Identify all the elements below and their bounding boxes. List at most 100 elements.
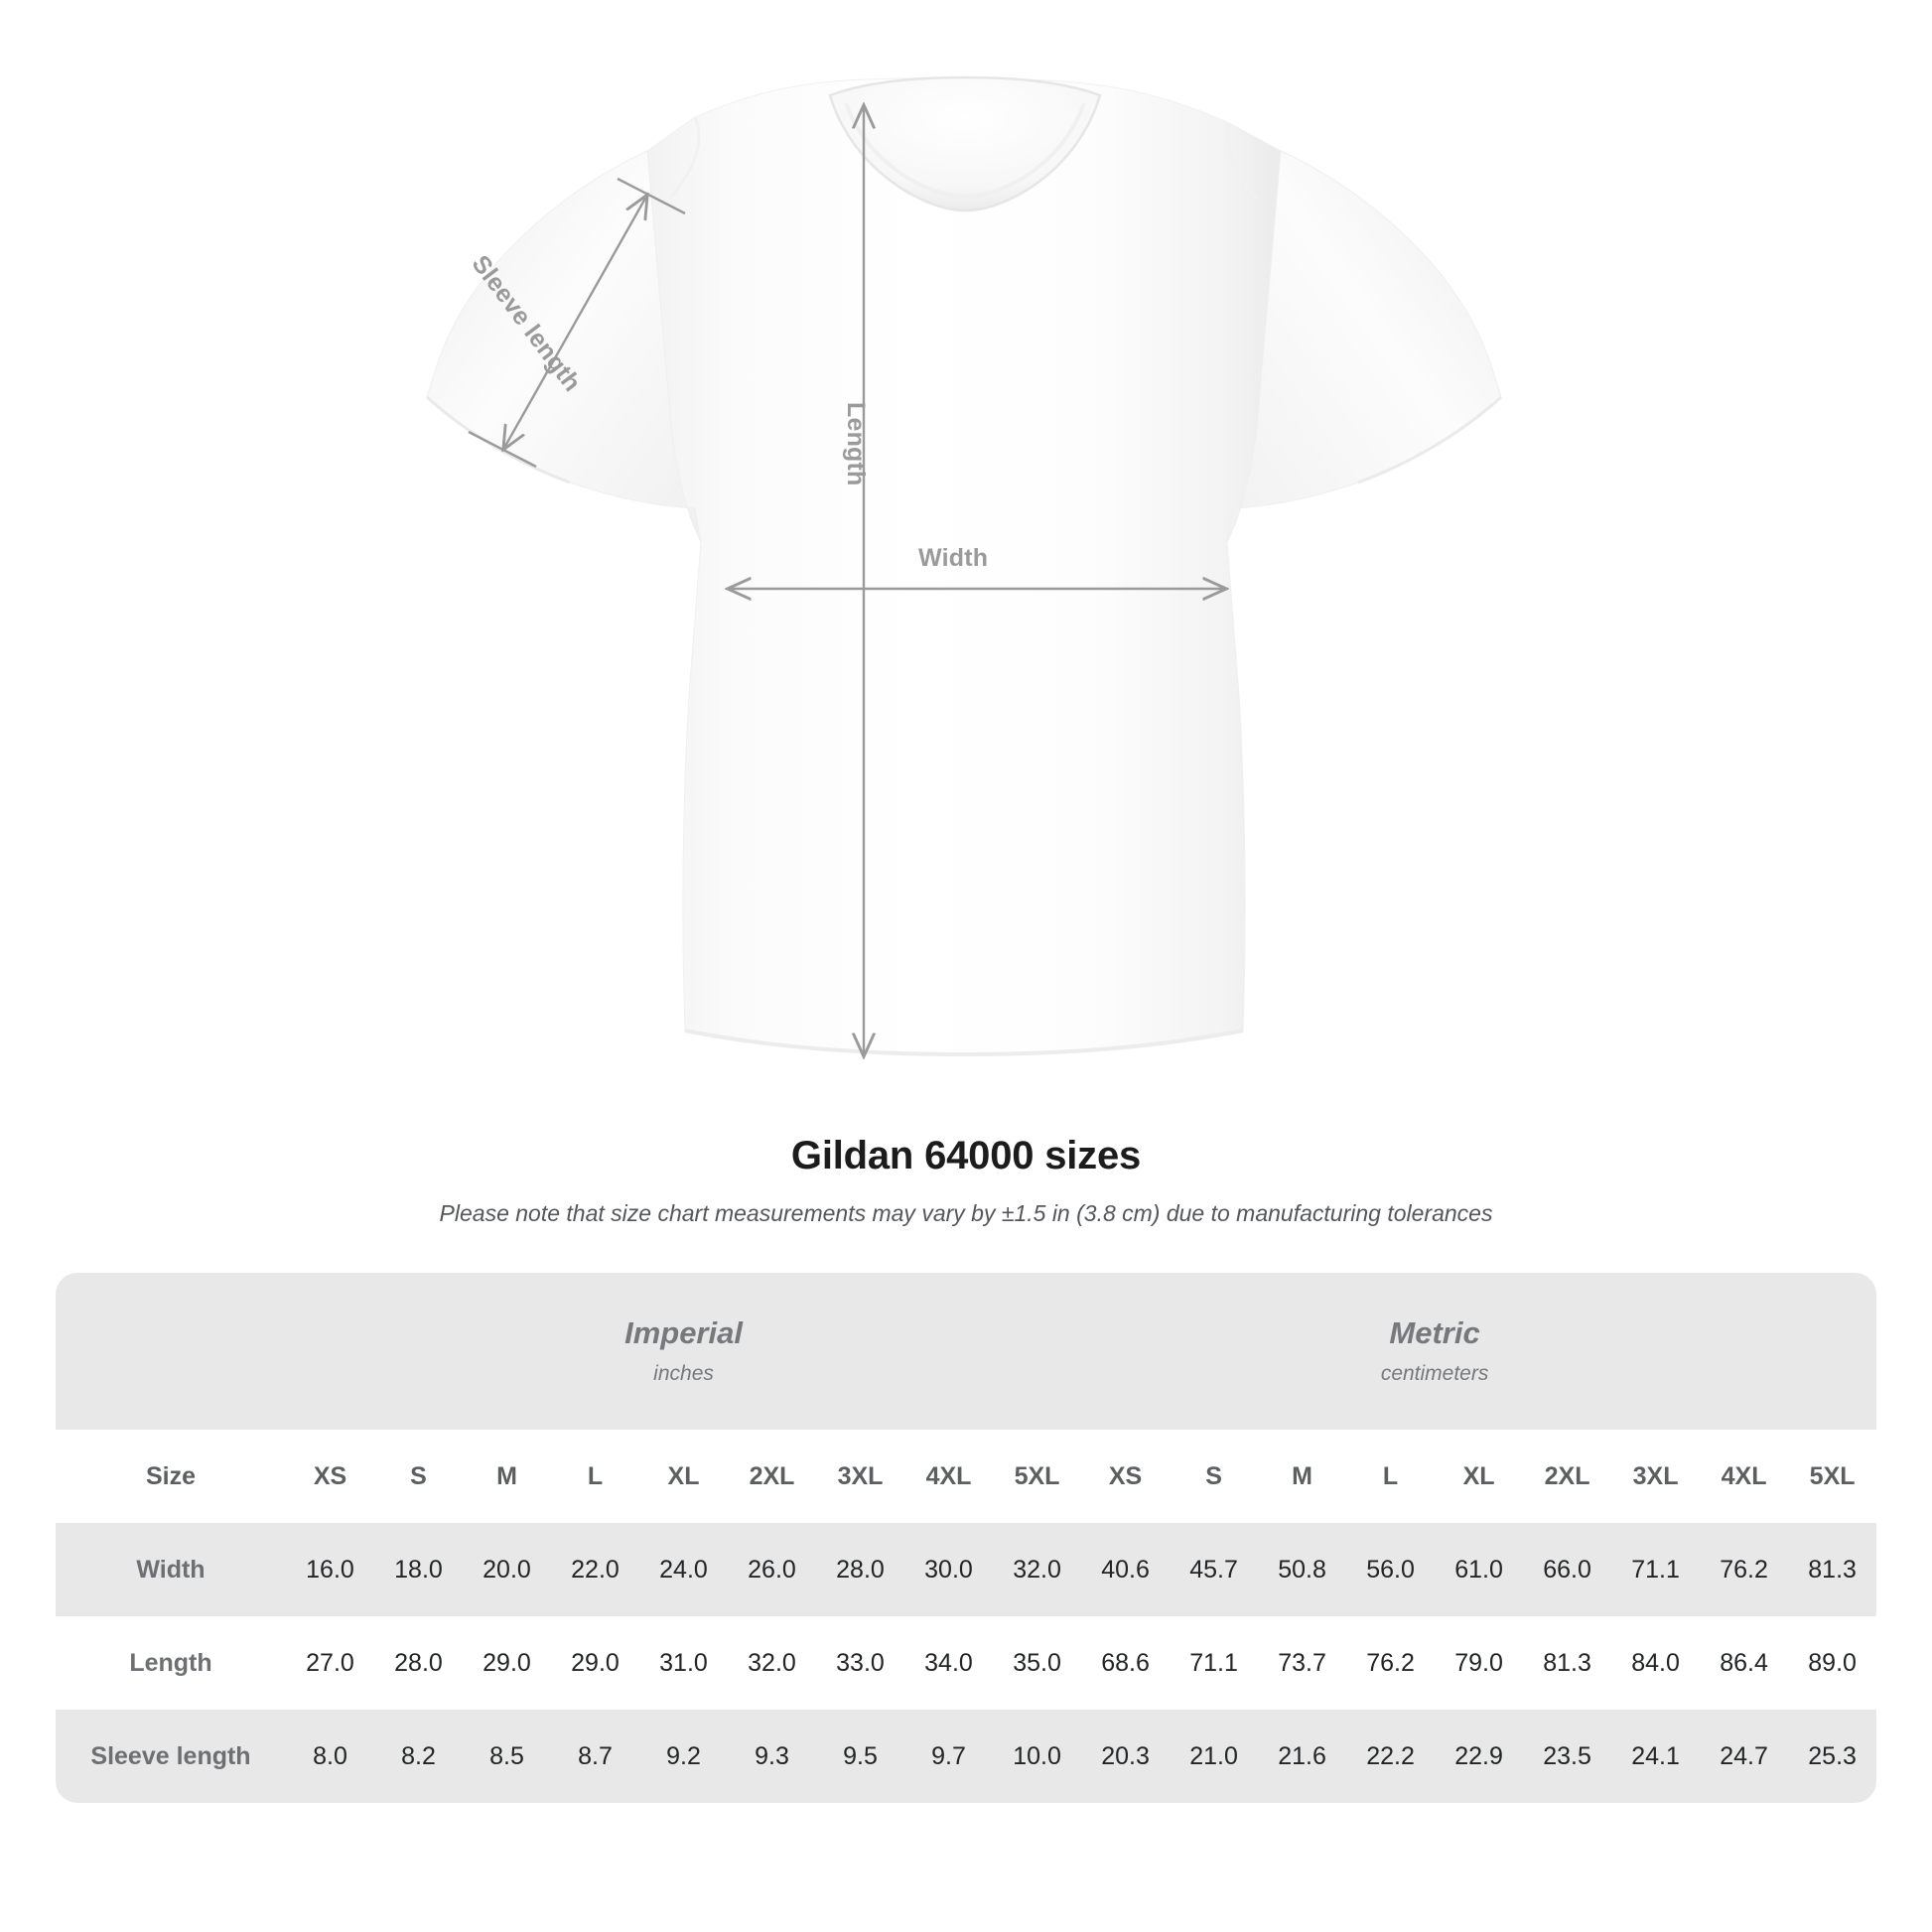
cell-width-imperial-m: 20.0 (463, 1523, 551, 1616)
size-header-imperial-3xl: 3XL (816, 1430, 904, 1523)
shoulder-seam-right (1225, 122, 1259, 200)
size-header-imperial-l: L (551, 1430, 639, 1523)
cell-sleeve-imperial-xs: 8.0 (286, 1710, 374, 1803)
cell-width-metric-m: 50.8 (1258, 1523, 1347, 1616)
cell-sleeve-metric-m: 21.6 (1258, 1710, 1347, 1803)
sleeve-hem-right (1357, 395, 1503, 484)
cell-width-metric-5xl: 81.3 (1788, 1523, 1877, 1616)
cell-length-imperial-xl: 31.0 (639, 1616, 728, 1710)
tshirt-illustration (425, 75, 1503, 1112)
size-header-imperial-5xl: 5XL (993, 1430, 1082, 1523)
cell-width-metric-l: 56.0 (1346, 1523, 1436, 1616)
chart-subtitle: Please note that size chart measurements… (439, 1200, 1493, 1226)
cell-width-metric-s: 45.7 (1170, 1523, 1259, 1616)
cell-length-metric-m: 73.7 (1258, 1616, 1347, 1710)
sleeve-measure-arrow (504, 197, 646, 448)
shoulder-seam-left (669, 116, 701, 198)
cell-sleeve-imperial-2xl: 9.3 (728, 1710, 816, 1803)
garment-diagram: Width Length Sleeve length (425, 75, 1503, 1112)
size-header-metric-2xl: 2XL (1523, 1430, 1612, 1523)
unit-group-metric-unit: centimeters (1380, 1362, 1489, 1386)
cell-sleeve-metric-4xl: 24.7 (1700, 1710, 1789, 1803)
cell-width-metric-2xl: 66.0 (1523, 1523, 1612, 1616)
cell-sleeve-metric-5xl: 25.3 (1788, 1710, 1877, 1803)
cell-width-imperial-l: 22.0 (551, 1523, 639, 1616)
cell-width-imperial-3xl: 28.0 (816, 1523, 904, 1616)
table-row: Sleeve length 8.0 8.2 8.5 8.7 9.2 9.3 9.… (56, 1710, 1877, 1803)
width-dimension-label: Width (918, 544, 989, 572)
size-header-metric-xs: XS (1081, 1430, 1171, 1523)
size-header-metric-3xl: 3XL (1611, 1430, 1701, 1523)
cell-length-imperial-xs: 27.0 (286, 1616, 374, 1710)
cell-width-metric-4xl: 76.2 (1700, 1523, 1789, 1616)
cell-sleeve-imperial-4xl: 9.7 (904, 1710, 993, 1803)
cell-width-imperial-xl: 24.0 (639, 1523, 728, 1616)
size-header-metric-xl: XL (1435, 1430, 1524, 1523)
cell-length-metric-2xl: 81.3 (1523, 1616, 1612, 1710)
unit-group-imperial-unit: inches (653, 1362, 714, 1386)
size-chart-table: Imperial inches Metric centimeters Size … (56, 1273, 1877, 1803)
size-header-metric-5xl: 5XL (1788, 1430, 1877, 1523)
size-header-imperial-xs: XS (286, 1430, 374, 1523)
size-header-metric-m: M (1258, 1430, 1347, 1523)
sleeve-tick-upper (617, 177, 686, 215)
cell-sleeve-metric-3xl: 24.1 (1611, 1710, 1701, 1803)
shirt-collar (828, 75, 1102, 212)
cell-width-metric-xl: 61.0 (1435, 1523, 1524, 1616)
cell-width-metric-3xl: 71.1 (1611, 1523, 1701, 1616)
row-label-length: Length (56, 1616, 286, 1710)
size-header-label: Size (56, 1430, 286, 1523)
unit-group-metric-name: Metric (1389, 1314, 1480, 1350)
cell-width-imperial-5xl: 32.0 (993, 1523, 1082, 1616)
cell-length-imperial-2xl: 32.0 (728, 1616, 816, 1710)
cell-width-imperial-2xl: 26.0 (728, 1523, 816, 1616)
length-dimension-label: Length (842, 402, 870, 486)
row-label-width: Width (56, 1523, 286, 1616)
cell-sleeve-imperial-s: 8.2 (374, 1710, 463, 1803)
size-header-metric-4xl: 4XL (1700, 1430, 1789, 1523)
chart-title: Gildan 64000 sizes (790, 1134, 1142, 1177)
shirt-bottom-hem (684, 1029, 1244, 1057)
unit-group-metric: Metric centimeters (1081, 1273, 1789, 1430)
table-row: Length 27.0 28.0 29.0 29.0 31.0 32.0 33.… (56, 1616, 1877, 1710)
cell-width-metric-xs: 40.6 (1081, 1523, 1171, 1616)
cell-length-imperial-m: 29.0 (463, 1616, 551, 1710)
cell-width-imperial-xs: 16.0 (286, 1523, 374, 1616)
size-header-imperial-2xl: 2XL (728, 1430, 816, 1523)
cell-length-imperial-3xl: 33.0 (816, 1616, 904, 1710)
cell-length-imperial-s: 28.0 (374, 1616, 463, 1710)
size-header-imperial-m: M (463, 1430, 551, 1523)
cell-sleeve-imperial-xl: 9.2 (639, 1710, 728, 1803)
unit-system-header-row: Imperial inches Metric centimeters (56, 1273, 1877, 1430)
cell-width-imperial-s: 18.0 (374, 1523, 463, 1616)
cell-sleeve-metric-l: 22.2 (1346, 1710, 1436, 1803)
cell-length-metric-3xl: 84.0 (1611, 1616, 1701, 1710)
size-header-row: Size XS S M L XL 2XL 3XL 4XL 5XL XS S M … (56, 1430, 1877, 1523)
cell-sleeve-imperial-3xl: 9.5 (816, 1710, 904, 1803)
cell-length-metric-xs: 68.6 (1081, 1616, 1171, 1710)
cell-sleeve-imperial-l: 8.7 (551, 1710, 639, 1803)
size-header-metric-s: S (1170, 1430, 1259, 1523)
chart-heading: Gildan 64000 sizes Please note that size… (0, 1134, 1932, 1227)
cell-sleeve-imperial-5xl: 10.0 (993, 1710, 1082, 1803)
cell-sleeve-metric-xl: 22.9 (1435, 1710, 1524, 1803)
cell-sleeve-metric-2xl: 23.5 (1523, 1710, 1612, 1803)
unit-band-spacer (56, 1273, 286, 1430)
unit-group-imperial: Imperial inches (286, 1273, 1082, 1430)
size-header-imperial-4xl: 4XL (904, 1430, 993, 1523)
cell-length-imperial-4xl: 34.0 (904, 1616, 993, 1710)
cell-length-imperial-5xl: 35.0 (993, 1616, 1082, 1710)
cell-length-metric-l: 76.2 (1346, 1616, 1436, 1710)
cell-sleeve-imperial-m: 8.5 (463, 1710, 551, 1803)
size-header-metric-l: L (1346, 1430, 1436, 1523)
size-header-imperial-s: S (374, 1430, 463, 1523)
cell-length-metric-4xl: 86.4 (1700, 1616, 1789, 1710)
cell-length-imperial-l: 29.0 (551, 1616, 639, 1710)
sleeve-tick-lower (468, 430, 537, 469)
cell-sleeve-metric-s: 21.0 (1170, 1710, 1259, 1803)
row-label-sleeve-length: Sleeve length (56, 1710, 286, 1803)
unit-group-imperial-name: Imperial (624, 1314, 743, 1350)
cell-length-metric-5xl: 89.0 (1788, 1616, 1877, 1710)
cell-width-imperial-4xl: 30.0 (904, 1523, 993, 1616)
